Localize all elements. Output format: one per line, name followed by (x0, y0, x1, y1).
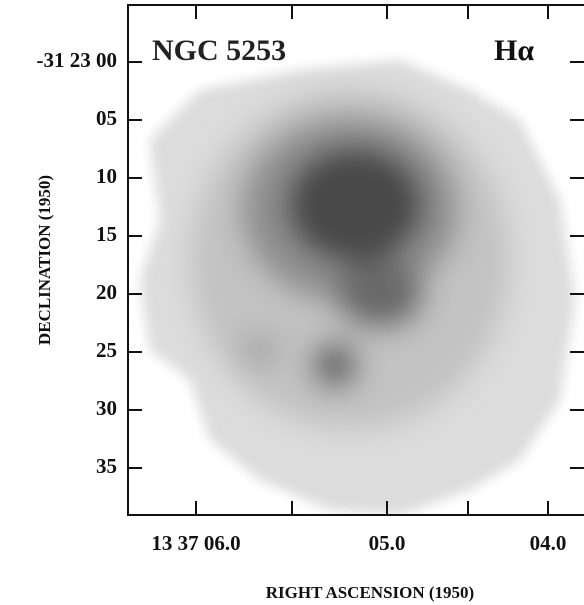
y-tick-label: 35 (96, 454, 117, 478)
y-tick-label: -31 23 00 (37, 48, 118, 72)
band-label: Hα (494, 34, 534, 67)
x-tick-label: 05.0 (369, 531, 406, 555)
plot-frame (127, 4, 584, 516)
x-tick-label: 04.0 (530, 531, 567, 555)
y-tick-label: 05 (96, 106, 117, 130)
h-alpha-image (140, 60, 575, 515)
x-tick-label: 13 37 06.0 (151, 531, 240, 555)
y-axis-label: DECLINATION (1950) (35, 175, 54, 345)
object-title: NGC 5253 (152, 34, 286, 67)
x-axis-label: RIGHT ASCENSION (1950) (266, 583, 474, 602)
y-tick-label: 25 (96, 338, 117, 362)
y-tick-label: 20 (96, 280, 117, 304)
y-tick-label: 10 (96, 164, 117, 188)
y-tick-label: 30 (96, 396, 117, 420)
y-tick-label: 15 (96, 222, 117, 246)
